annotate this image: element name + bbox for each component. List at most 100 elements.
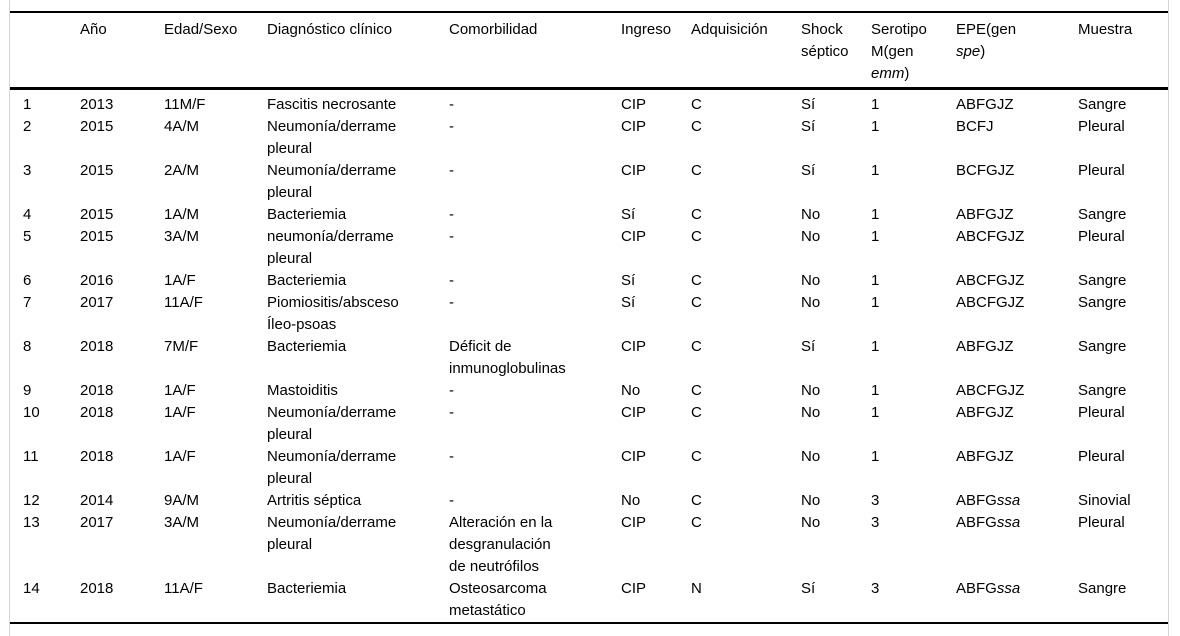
epe-gene-italic: ssa	[996, 580, 1021, 597]
cell-shock: No	[801, 448, 821, 465]
cell-comorb: -	[449, 294, 454, 311]
cell-dx: Bacteriemia	[267, 580, 347, 597]
epe-genes: ABFGJZ	[956, 448, 1014, 465]
cell-dx: Bacteriemia	[267, 206, 347, 223]
cell-epe: ABFGssa	[948, 512, 1070, 578]
epe-genes: ABFG	[956, 492, 997, 509]
cell-ano: 2017	[80, 514, 114, 531]
cell-edad: 1A/F	[164, 272, 196, 289]
cell-epe: ABFGJZ	[948, 446, 1070, 490]
cell-ingreso: No	[621, 492, 641, 509]
cell-adq: C	[691, 162, 702, 179]
cell-shock: No	[801, 272, 821, 289]
cell-epe: ABCFGJZ	[948, 380, 1070, 402]
table-row: 9 2018 1A/F Mastoiditis - No C No 1 ABCFGJZ Sangre	[10, 380, 1168, 402]
col-header-ano: Año	[72, 12, 156, 90]
cell-adq: C	[691, 96, 702, 113]
cell-epe: BCFGJZ	[948, 160, 1070, 204]
cell-sero: 1	[871, 448, 880, 465]
cell-sero: 1	[871, 338, 880, 355]
cell-shock: Sí	[801, 162, 816, 179]
table-row: 8 2018 7M/F Bacteriemia Déficit de inmunoglo…	[10, 336, 1168, 380]
epe-genes: ABFGJZ	[956, 96, 1014, 113]
table-row: 4 2015 1A/M Bacteriemia - Sí C No 1 ABFGJZ Sangre	[10, 204, 1168, 226]
epe-genes: ABFGJZ	[956, 404, 1014, 421]
table-row: 6 2016 1A/F Bacteriemia - Sí C No 1 ABCFGJZ Sangre	[10, 270, 1168, 292]
cell-num: 7	[23, 294, 32, 311]
cell-muestra: Sangre	[1078, 96, 1127, 113]
table-body: 1 2013 11M/F Fascitis necrosante - CIP C Sí 1 ABF…	[10, 89, 1168, 624]
cell-dx: neumonía/derrame pleural	[267, 228, 394, 267]
cell-sero: 3	[871, 514, 880, 531]
table-frame: Año Edad/Sexo Diagnóstico clínico Comorb…	[9, 0, 1169, 636]
cell-sero: 1	[871, 272, 880, 289]
cell-dx: Neumonía/derrame pleural	[267, 118, 397, 157]
cell-ano: 2014	[80, 492, 114, 509]
cell-sero: 1	[871, 118, 880, 135]
cell-muestra: Sinovial	[1078, 492, 1131, 509]
cell-ano: 2015	[80, 206, 114, 223]
cell-adq: C	[691, 338, 702, 355]
cell-dx: Mastoiditis	[267, 382, 338, 399]
cell-muestra: Pleural	[1078, 448, 1125, 465]
header-row: Año Edad/Sexo Diagnóstico clínico Comorb…	[10, 12, 1168, 90]
cell-edad: 11A/F	[164, 294, 203, 311]
cell-ingreso: CIP	[621, 448, 647, 465]
col-header-comorbilidad: Comorbilidad	[441, 12, 613, 90]
cell-ano: 2018	[80, 382, 114, 399]
cell-edad: 7M/F	[164, 338, 199, 355]
cell-num: 1	[23, 96, 32, 113]
cell-comorb: Déficit de inmunoglobulinas	[449, 338, 566, 377]
cell-ingreso: CIP	[621, 404, 647, 421]
cell-ano: 2017	[80, 294, 114, 311]
cell-ingreso: CIP	[621, 514, 647, 531]
gene-spe-italic: spe	[956, 43, 981, 60]
cell-adq: C	[691, 492, 702, 509]
cell-num: 5	[23, 228, 32, 245]
col-header-muestra: Muestra	[1070, 12, 1168, 90]
cell-ano: 2016	[80, 272, 114, 289]
epe-genes: ABCFGJZ	[956, 294, 1025, 311]
cell-adq: N	[691, 580, 702, 597]
cell-edad: 3A/M	[164, 514, 200, 531]
cell-num: 4	[23, 206, 32, 223]
cell-num: 2	[23, 118, 32, 135]
cell-ingreso: CIP	[621, 228, 647, 245]
cell-comorb: -	[449, 448, 454, 465]
epe-label-text: EPE(gen	[956, 21, 1017, 38]
cell-num: 14	[23, 580, 40, 597]
cell-edad: 4A/M	[164, 118, 200, 135]
epe-genes: ABFG	[956, 580, 997, 597]
cell-adq: C	[691, 382, 702, 399]
cell-dx: Piomiositis/absceso Íleo-psoas	[267, 294, 399, 333]
cell-ingreso: Sí	[621, 294, 636, 311]
cell-comorb: -	[449, 492, 454, 509]
table-row: 11 2018 1A/F Neumonía/derrame pleural - CIP C N…	[10, 446, 1168, 490]
table-row: 10 2018 1A/F Neumonía/derrame pleural - CIP C N…	[10, 402, 1168, 446]
cell-shock: No	[801, 514, 821, 531]
cell-sero: 3	[871, 580, 880, 597]
cell-ingreso: CIP	[621, 338, 647, 355]
table-row: 7 2017 11A/F Piomiositis/absceso Íleo-psoas…	[10, 292, 1168, 336]
epe-genes: BCFJ	[956, 118, 994, 135]
cell-ingreso: CIP	[621, 580, 647, 597]
cell-epe: ABFGssa	[948, 578, 1070, 623]
cell-ano: 2018	[80, 580, 114, 597]
cell-muestra: Pleural	[1078, 404, 1125, 421]
cell-dx: Bacteriemia	[267, 272, 347, 289]
col-header-edad-sexo: Edad/Sexo	[156, 12, 259, 90]
cell-dx: Neumonía/derrame pleural	[267, 448, 397, 487]
cell-edad: 11A/F	[164, 580, 203, 597]
cell-num: 9	[23, 382, 32, 399]
cell-muestra: Sangre	[1078, 382, 1127, 399]
table-row: 2 2015 4A/M Neumonía/derrame pleural - CIP C Sí…	[10, 116, 1168, 160]
cell-sero: 1	[871, 96, 880, 113]
cell-ano: 2015	[80, 228, 114, 245]
cell-dx: Artritis séptica	[267, 492, 362, 509]
cell-num: 8	[23, 338, 32, 355]
col-header-serotipo-m: Serotipo M(gen emm)	[863, 12, 948, 90]
table-row: 3 2015 2A/M Neumonía/derrame pleural - CIP C Sí…	[10, 160, 1168, 204]
cell-num: 11	[23, 448, 39, 465]
col-header-adquisicion: Adquisición	[683, 12, 793, 90]
cell-edad: 3A/M	[164, 228, 200, 245]
